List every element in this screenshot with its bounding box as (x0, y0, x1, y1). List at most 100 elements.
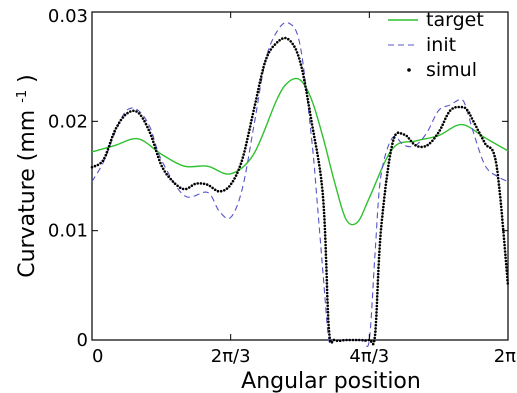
series-simul-point (245, 140, 248, 144)
series-simul-point (482, 139, 486, 143)
series-simul-point (348, 338, 352, 342)
series-simul-point (318, 167, 322, 170)
series-simul-point (390, 145, 394, 149)
series-simul-point (378, 247, 381, 250)
series-simul-markers (90, 36, 510, 346)
series-simul-point (242, 153, 245, 156)
series-simul-point (441, 123, 445, 126)
series-simul-point (313, 138, 317, 142)
series-simul-point (305, 94, 309, 98)
series-simul-point (199, 182, 203, 185)
series-simul-point (445, 114, 449, 118)
series-simul-point (228, 185, 231, 188)
series-simul-point (499, 199, 502, 202)
series-simul-point (211, 186, 214, 190)
series-simul-point (501, 224, 505, 228)
series-simul-point (376, 282, 380, 285)
series-simul-point (257, 87, 260, 91)
series-simul-point (431, 139, 434, 143)
series-simul-point (385, 174, 389, 177)
series-simul-point (320, 179, 323, 183)
series-simul-point (156, 155, 160, 159)
series-simul-point (386, 167, 390, 171)
series-simul-point (108, 141, 112, 145)
series-simul-point (497, 180, 500, 183)
series-simul-point (407, 137, 411, 140)
series-simul-point (324, 243, 327, 247)
series-simul-point (409, 139, 413, 143)
series-simul-point (110, 135, 114, 139)
series-simul-point (151, 137, 154, 141)
series-simul-point (470, 117, 474, 120)
series-simul-point (504, 256, 507, 260)
series-simul-point (261, 69, 265, 72)
series-simul-point (499, 202, 503, 205)
series-simul-point (486, 144, 489, 148)
series-simul-point (255, 93, 259, 97)
series-simul-point (181, 187, 185, 191)
series-simul-point (321, 195, 325, 199)
series-simul-point (123, 113, 127, 117)
series-simul-point (318, 164, 321, 167)
y-axis-label: Curvature (mm -1 ) (7, 74, 40, 278)
series-simul-point (501, 221, 504, 225)
series-simul-point (302, 75, 306, 79)
series-simul-point (361, 338, 364, 342)
series-simul-point (326, 301, 329, 304)
series-simul-point (324, 256, 328, 260)
series-simul-point (196, 182, 199, 185)
series-simul-point (237, 168, 240, 171)
series-target-line (91, 77, 509, 226)
series-simul-point (305, 91, 309, 95)
series-simul-point (454, 106, 457, 109)
series-simul-point (385, 177, 389, 180)
series-simul-point (178, 186, 182, 189)
series-simul-point (396, 131, 400, 134)
series-simul-point (492, 151, 496, 155)
series-simul-point (375, 311, 378, 314)
series-simul-point (504, 259, 508, 263)
series-simul-point (149, 134, 153, 138)
series-simul-point (325, 282, 329, 285)
series-simul-point (495, 167, 499, 170)
series-simul-point (494, 161, 498, 164)
series-simul-point (327, 323, 330, 327)
series-simul-point (460, 105, 464, 109)
x-tick-label: 2π (494, 346, 516, 367)
series-simul-point (391, 142, 394, 145)
series-simul-point (244, 143, 248, 147)
series-simul-point (260, 72, 264, 75)
series-simul-point (325, 262, 328, 266)
series-simul-point (171, 180, 175, 183)
series-simul-point (239, 162, 243, 165)
series-simul-point (375, 314, 378, 317)
series-simul-point (236, 171, 239, 174)
series-simul-point (326, 307, 330, 311)
series-simul-point (112, 132, 115, 136)
series-layer (90, 21, 510, 347)
series-simul-point (384, 180, 388, 183)
series-simul-point (497, 183, 501, 186)
x-tick-label: 2π/3 (211, 346, 251, 367)
series-simul-point (463, 106, 467, 110)
series-simul-point (371, 342, 375, 346)
series-simul-point (354, 338, 358, 342)
series-simul-point (287, 37, 290, 41)
series-simul-point (310, 123, 314, 126)
series-simul-point (275, 41, 279, 44)
series-simul-point (246, 134, 250, 138)
series-simul-point (382, 202, 385, 206)
series-simul-point (451, 107, 454, 110)
series-simul-point (165, 172, 168, 176)
series-simul-point (328, 336, 332, 340)
series-simul-point (323, 224, 327, 228)
series-simul-point (322, 202, 325, 205)
series-simul-point (308, 107, 311, 110)
series-simul-point (499, 205, 503, 209)
series-simul-point (250, 118, 253, 122)
series-simul-point (442, 120, 446, 124)
series-simul-point (370, 340, 373, 343)
series-simul-point (185, 187, 188, 191)
series-simul-point (161, 167, 165, 171)
series-simul-point (304, 88, 308, 91)
